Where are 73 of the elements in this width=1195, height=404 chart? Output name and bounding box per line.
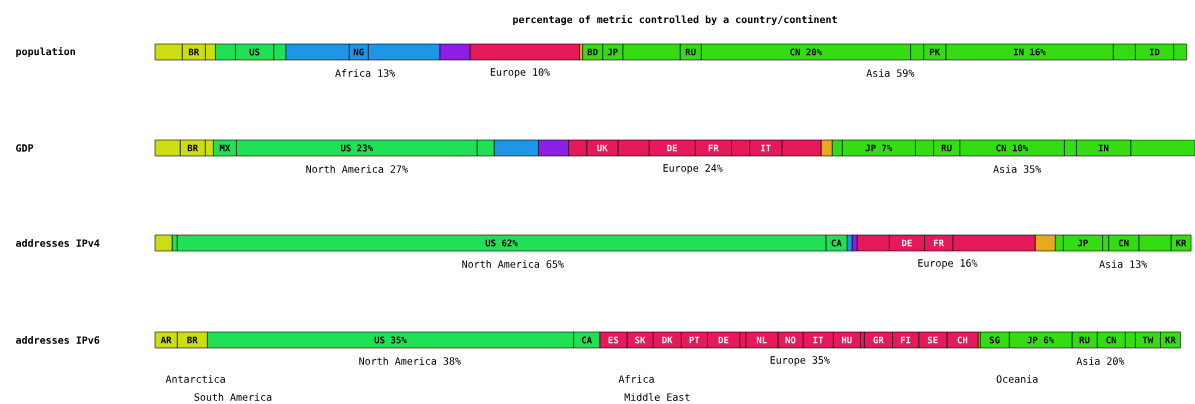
text: Oceania [996,375,1038,383]
annotation: Europe 10% [490,68,550,78]
data-label: IT [761,144,771,152]
data-label: NO [785,336,796,344]
data-label: IN [1098,144,1109,152]
data-label: BR [187,336,198,344]
data-label: UK [597,144,608,152]
data-label: SE [927,336,938,344]
text: Middle East [624,393,690,401]
data-label: BR [188,48,200,56]
y-tick-label: population [16,46,75,58]
data-label: IT [813,336,824,344]
data-label: IN 16% [1013,48,1046,56]
data-label: KR [1165,336,1176,344]
data-label: BD [587,48,598,56]
annotation: North America 27% [306,165,408,173]
annotation: North America 38% [359,357,461,365]
data-label: PK [929,48,941,56]
annotation: Europe 16% [918,259,978,269]
data-label: RU [685,48,696,56]
data-label: DE [902,239,912,247]
data-label: FR [708,144,719,152]
data-label: CN 10% [996,144,1029,152]
data-label: RU [941,144,952,152]
annotation: Europe 24% [663,164,723,174]
data-label: NL [756,336,767,344]
annotation: Asia 35% [993,165,1042,173]
annotation: Asia 13% [1099,260,1148,268]
data-label: JP 7% [865,144,893,152]
data-label: PT [689,336,700,344]
data-label: TW [1142,336,1154,344]
text: South America [194,393,272,401]
data-label: AR [160,336,172,344]
annotation: Asia 59% [866,69,915,77]
data-label: SG [989,336,1000,344]
y-tick-label: addresses IPv4 [16,239,100,247]
data-label: MX [219,144,231,152]
annotation: Europe 35% [770,356,830,366]
data-label: NG [353,48,364,56]
annotation: Asia 20% [1076,357,1125,365]
data-label: CA [831,239,842,247]
data-label: CN [1106,336,1117,344]
data-label: FI [900,336,911,344]
data-label: US [249,48,260,56]
data-label: JP [1077,239,1088,247]
text: Africa [618,375,654,383]
y-tick-label: addresses IPv6 [16,336,100,344]
data-label: US 35% [374,336,407,344]
data-label: ES [608,336,619,344]
data-label: GR [873,336,884,344]
data-label: DK [662,336,673,344]
annotation: North America 65% [462,260,564,268]
data-label: JP [607,48,618,56]
data-label: ID [1149,48,1160,56]
data-label: CA [581,336,592,344]
chart-title: percentage of metric controlled by a country/continent [513,14,837,26]
data-label: JP 6% [1027,336,1055,344]
annotation: Africa 13% [335,69,396,77]
data-label: US 23% [340,144,373,152]
data-label: KR [1176,239,1187,247]
data-label: DE [667,144,677,152]
data-label: CH [957,336,968,344]
data-label: DE [718,336,729,344]
data-label: US 62% [485,239,518,247]
text: Antarctica [165,375,225,383]
data-label: CN 20% [790,48,823,56]
y-tick-label: GDP [16,144,34,152]
data-label: BR [187,144,199,152]
data-label: FR [933,239,944,247]
data-label: CN [1118,239,1129,247]
data-label: RU [1079,336,1090,344]
data-label: SK [635,336,646,344]
data-label: HU [841,336,852,344]
